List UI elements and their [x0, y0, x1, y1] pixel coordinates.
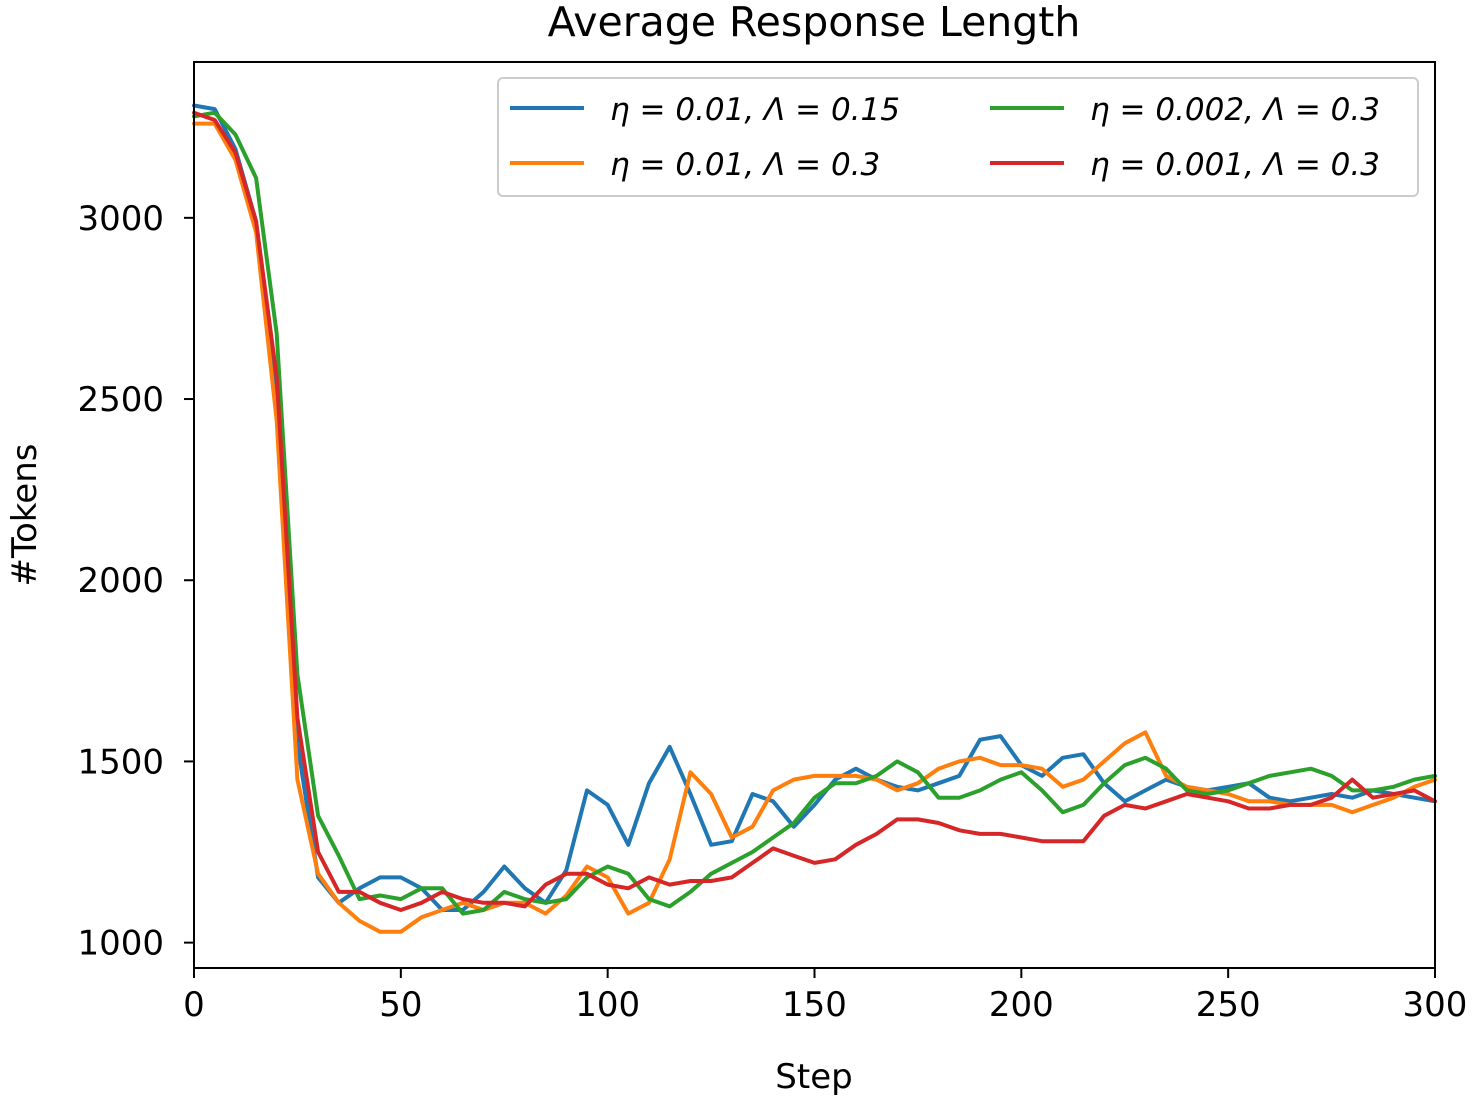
series-layer	[192, 103, 1437, 934]
x-tick-label: 300	[1403, 985, 1468, 1025]
chart-title: Average Response Length	[548, 0, 1081, 46]
x-tick-label: 250	[1196, 985, 1261, 1025]
legend-label-series-0: η = 0.01, Λ = 0.15	[610, 92, 900, 128]
x-axis-label: Step	[775, 1057, 852, 1097]
series-line-1	[192, 121, 1437, 934]
legend-label-series-1: η = 0.01, Λ = 0.3	[610, 147, 880, 183]
series-line-0	[192, 103, 1437, 912]
legend-entry: η = 0.01, Λ = 0.3	[510, 147, 880, 183]
legend-label-series-3: η = 0.001, Λ = 0.3	[1090, 147, 1380, 183]
legend: η = 0.01, Λ = 0.15 η = 0.01, Λ = 0.3 η =…	[497, 77, 1419, 197]
x-tick-label: 200	[989, 985, 1054, 1025]
legend-box	[497, 77, 1419, 197]
y-axis-ticks: 1000 1500 2000 2500 3000	[77, 199, 194, 964]
y-tick-label: 1000	[77, 924, 164, 964]
x-tick-label: 100	[575, 985, 640, 1025]
x-tick-label: 150	[782, 985, 847, 1025]
legend-entry: η = 0.01, Λ = 0.15	[510, 92, 900, 128]
series-line-2	[192, 110, 1437, 916]
y-axis-label: #Tokens	[5, 444, 45, 587]
x-tick-label: 0	[183, 985, 205, 1025]
series-line-3	[192, 110, 1437, 912]
legend-entry: η = 0.001, Λ = 0.3	[990, 147, 1380, 183]
x-tick-label: 50	[379, 985, 422, 1025]
y-tick-label: 3000	[77, 199, 164, 239]
y-tick-label: 2500	[77, 380, 164, 420]
x-axis-ticks: 0 50 100 150 200 250 300	[183, 968, 1467, 1025]
legend-entry: η = 0.002, Λ = 0.3	[990, 92, 1380, 128]
y-tick-label: 1500	[77, 742, 164, 782]
y-tick-label: 2000	[77, 561, 164, 601]
legend-label-series-2: η = 0.002, Λ = 0.3	[1090, 92, 1380, 128]
